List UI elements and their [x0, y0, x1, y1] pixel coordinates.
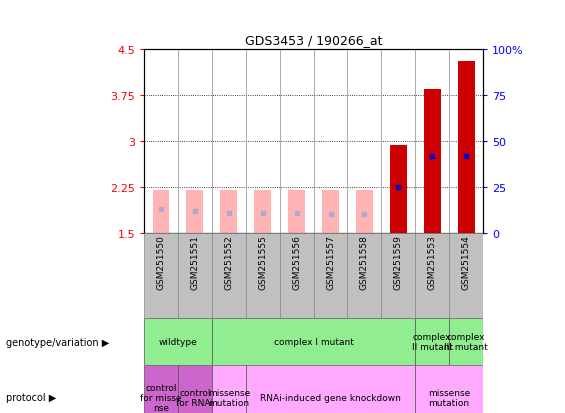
Text: GSM251552: GSM251552 — [224, 235, 233, 290]
Bar — [178, 366, 212, 413]
Bar — [178, 233, 212, 318]
Bar — [322, 190, 339, 233]
Title: GDS3453 / 190266_at: GDS3453 / 190266_at — [245, 34, 383, 47]
Text: GSM251554: GSM251554 — [462, 235, 471, 290]
Text: GSM251555: GSM251555 — [258, 235, 267, 290]
Bar — [415, 366, 483, 413]
Text: GSM251557: GSM251557 — [326, 235, 335, 290]
Bar — [381, 233, 415, 318]
Bar — [356, 190, 373, 233]
Bar — [288, 190, 305, 233]
Bar — [144, 233, 178, 318]
Bar — [449, 233, 483, 318]
Bar — [280, 233, 314, 318]
Text: missense
mutation: missense mutation — [428, 388, 470, 407]
Bar — [212, 233, 246, 318]
Bar — [415, 318, 449, 366]
Bar — [458, 62, 475, 233]
Bar — [390, 146, 407, 233]
Text: genotype/variation ▶: genotype/variation ▶ — [6, 337, 109, 347]
Text: wildtype: wildtype — [159, 337, 197, 346]
Text: complex
II mutant: complex II mutant — [412, 332, 453, 351]
Bar — [415, 233, 449, 318]
Text: GSM251551: GSM251551 — [190, 235, 199, 290]
Bar — [212, 318, 415, 366]
Text: GSM251550: GSM251550 — [157, 235, 166, 290]
Text: missense
mutation: missense mutation — [208, 388, 250, 407]
Text: complex
III mutant: complex III mutant — [444, 332, 488, 351]
Bar — [449, 318, 483, 366]
Bar — [212, 366, 246, 413]
Bar — [220, 190, 237, 233]
Text: RNAi-induced gene knockdown: RNAi-induced gene knockdown — [260, 393, 401, 402]
Text: protocol ▶: protocol ▶ — [6, 392, 56, 403]
Bar — [347, 233, 381, 318]
Text: GSM251558: GSM251558 — [360, 235, 369, 290]
Text: GSM251556: GSM251556 — [292, 235, 301, 290]
Bar — [144, 366, 178, 413]
Text: GSM251559: GSM251559 — [394, 235, 403, 290]
Text: GSM251553: GSM251553 — [428, 235, 437, 290]
Bar — [186, 190, 203, 233]
Bar — [246, 366, 415, 413]
Bar — [246, 233, 280, 318]
Text: complex I mutant: complex I mutant — [273, 337, 354, 346]
Bar — [424, 89, 441, 233]
Text: control
for RNAi: control for RNAi — [176, 388, 214, 407]
Text: control
for misse
nse: control for misse nse — [140, 383, 182, 412]
Bar — [314, 233, 347, 318]
Bar — [153, 190, 170, 233]
Bar — [144, 318, 212, 366]
Bar — [254, 190, 271, 233]
